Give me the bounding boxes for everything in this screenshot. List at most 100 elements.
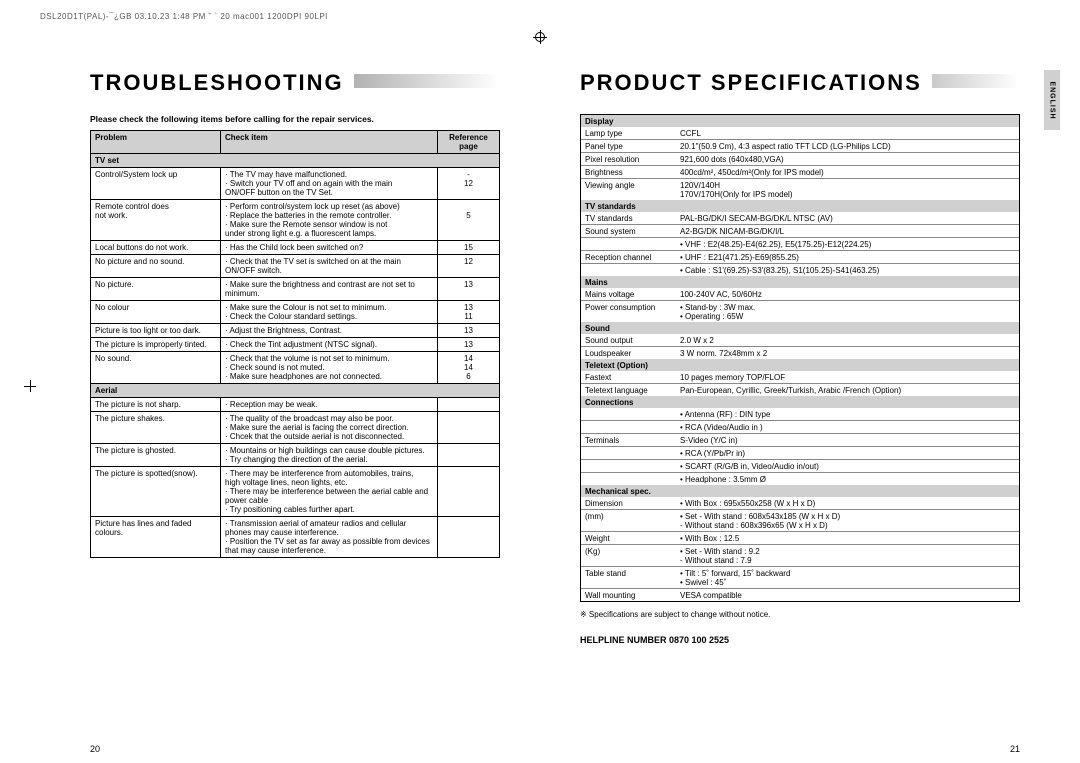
table-cell: Control/System lock up [91,168,221,200]
cat-tvstd: TV standards [581,200,1019,212]
table-cell: · Make sure the brightness and contrast … [221,278,438,301]
cat-connections: Connections [581,396,1019,408]
table-cell [438,398,500,412]
spec-footnote: ※ Specifications are subject to change w… [580,610,1020,619]
table-cell: 13 [438,278,500,301]
spec-value: • RCA (Video/Audio in ) [676,421,1019,434]
th-ref: Reference page [438,131,500,154]
cat-display: Display [581,115,1019,127]
spec-value: • RCA (Y/Pb/Pr in) [676,447,1019,460]
table-cell: · Check the Tint adjustment (NTSC signal… [221,338,438,352]
table-cell: - 12 [438,168,500,200]
spec-label: Panel type [581,140,676,153]
spec-value: 100-240V AC, 50/60Hz [676,288,1019,301]
table-cell: 13 [438,338,500,352]
spec-label: Teletext language [581,384,676,397]
page-number-left: 20 [90,744,100,754]
spec-label [581,421,676,434]
spec-label: Dimension [581,497,676,510]
cat-mains: Mains [581,276,1019,288]
table-cell: The picture is not sharp. [91,398,221,412]
spec-label: Loudspeaker [581,347,676,360]
spec-label: Pixel resolution [581,153,676,166]
table-cell: No picture. [91,278,221,301]
table-cell: Local buttons do not work. [91,241,221,255]
spec-label: Sound system [581,225,676,238]
spec-label: Lamp type [581,127,676,140]
table-cell: No sound. [91,352,221,384]
spec-value: 921,600 dots (640x480,VGA) [676,153,1019,166]
table-cell: Picture is too light or too dark. [91,324,221,338]
cat-mech: Mechanical spec. [581,485,1019,497]
table-cell: · Check that the volume is not set to mi… [221,352,438,384]
table-cell: 13 [438,324,500,338]
page-right: PRODUCT SPECIFICATIONS Display Lamp type… [540,70,1080,730]
spec-label: Terminals [581,434,676,447]
spec-label: Power consumption [581,301,676,323]
table-cell: · Mountains or high buildings can cause … [221,444,438,467]
troubleshoot-table: Problem Check item Reference page TV set… [90,130,500,558]
table-cell: The picture is ghosted. [91,444,221,467]
table-cell: · Adjust the Brightness, Contrast. [221,324,438,338]
spec-value: • Antenna (RF) : DIN type [676,408,1019,421]
table-cell: 5 [438,200,500,241]
spec-value: PAL-BG/DK/I SECAM-BG/DK/L NTSC (AV) [676,212,1019,225]
table-cell [438,467,500,517]
spec-value: • Stand-by : 3W max. • Operating : 65W [676,301,1019,323]
table-cell: The picture is spotted(snow). [91,467,221,517]
spec-label [581,264,676,277]
left-title: TROUBLESHOOTING [90,70,354,96]
spec-value: • UHF : E21(471.25)-E69(855.25) [676,251,1019,264]
cat-sound: Sound [581,322,1019,334]
spec-value: CCFL [676,127,1019,140]
spec-value: 3 W norm. 72x48mm x 2 [676,347,1019,360]
table-cell: · Perform control/system lock up reset (… [221,200,438,241]
spec-value: • With Box : 12.5 [676,532,1019,545]
crop-mark-top [533,30,547,44]
spec-label: (Kg) [581,545,676,567]
language-tab: ENGLISH [1044,70,1060,130]
spec-label [581,460,676,473]
section-tvset: TV set [91,154,500,168]
table-cell: No colour [91,301,221,324]
spec-label: Viewing angle [581,179,676,201]
th-problem: Problem [91,131,221,154]
spec-value: • SCART (R/G/B in, Video/Audio in/out) [676,460,1019,473]
table-cell: 13 11 [438,301,500,324]
table-cell: No picture and no sound. [91,255,221,278]
table-cell: · The TV may have malfunctioned. · Switc… [221,168,438,200]
table-cell: 14 14 6 [438,352,500,384]
table-cell: · Has the Child lock been switched on? [221,241,438,255]
table-cell: · Check that the TV set is switched on a… [221,255,438,278]
header-meta: DSL20D1T(PAL)-¯¿GB 03.10.23 1:48 PM ˘ ` … [40,12,328,21]
spec-label: (mm) [581,510,676,532]
table-cell: · Make sure the Colour is not set to min… [221,301,438,324]
table-cell [438,517,500,558]
spec-value: • Set - With stand : 608x543x185 (W x H … [676,510,1019,532]
table-cell: · The quality of the broadcast may also … [221,412,438,444]
spec-value: 2.0 W x 2 [676,334,1019,347]
spec-value: • Tilt : 5˚ forward, 15˚ backward • Swiv… [676,567,1019,589]
spec-value: 20.1"(50.9 Cm), 4:3 aspect ratio TFT LCD… [676,140,1019,153]
spec-label [581,473,676,486]
table-cell: · Reception may be weak. [221,398,438,412]
spec-label: Table stand [581,567,676,589]
spec-label: TV standards [581,212,676,225]
spec-label: Reception channel [581,251,676,264]
spec-label: Sound output [581,334,676,347]
spec-label: Mains voltage [581,288,676,301]
table-cell: 15 [438,241,500,255]
spec-value: • With Box : 695x550x258 (W x H x D) [676,497,1019,510]
section-aerial: Aerial [91,384,500,398]
spec-label: Fastext [581,371,676,384]
table-cell: 12 [438,255,500,278]
table-cell: · There may be interference from automob… [221,467,438,517]
spec-label: Brightness [581,166,676,179]
cat-teletext: Teletext (Option) [581,359,1019,371]
spec-label: Weight [581,532,676,545]
spec-label: Wall mounting [581,589,676,602]
page-left: TROUBLESHOOTING Please check the followi… [0,70,540,730]
page-spread: TROUBLESHOOTING Please check the followi… [0,70,1080,730]
spec-label [581,238,676,251]
spec-table-box: Display Lamp typeCCFLPanel type20.1"(50.… [580,114,1020,602]
